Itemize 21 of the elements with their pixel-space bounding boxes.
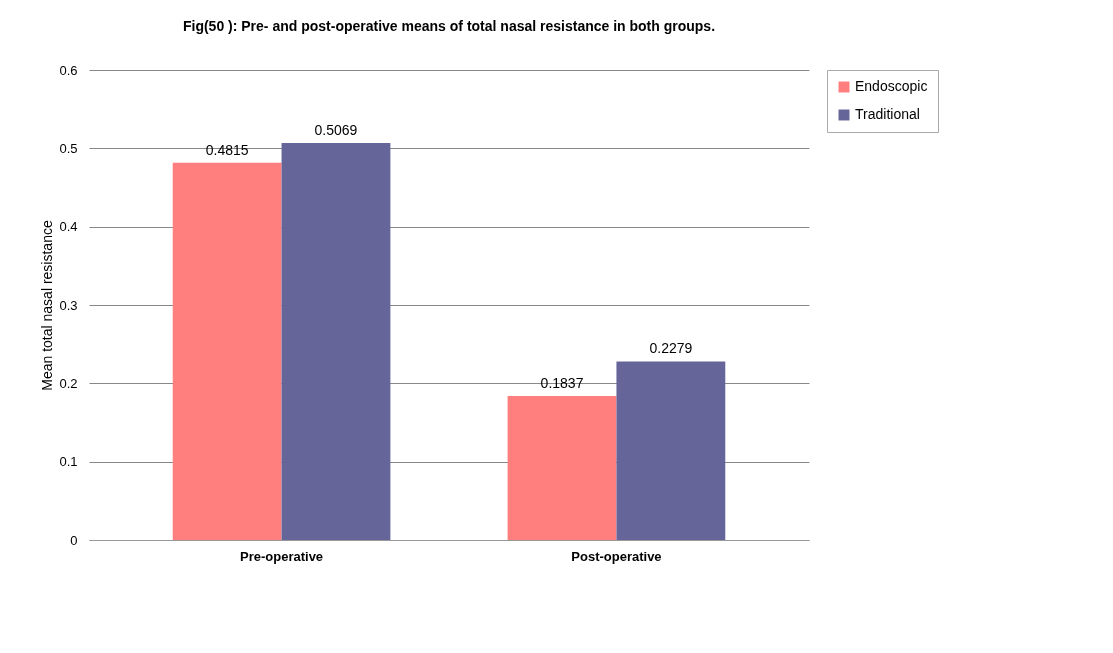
bar	[507, 396, 617, 540]
bar	[616, 361, 726, 540]
y-tick-label: 0.1	[59, 454, 78, 470]
x-tick-label: Post-operative	[571, 548, 662, 564]
legend-label: Traditional	[855, 106, 920, 122]
y-tick-label: 0.4	[59, 219, 78, 235]
data-label: 0.2279	[649, 340, 693, 357]
chart-title: Fig(50 ): Pre- and post-operative means of total nasal resistance in both groups.	[182, 18, 716, 34]
legend-label: Endoscopic	[855, 78, 928, 94]
bar	[172, 162, 282, 540]
data-label: 0.5069	[314, 121, 358, 138]
y-tick-label: 0.6	[59, 62, 78, 78]
y-tick-label: 0	[70, 532, 78, 548]
y-tick-label: 0.2	[59, 375, 78, 391]
y-tick-label: 0.3	[59, 297, 78, 313]
x-tick-label: Pre-operative	[240, 548, 324, 564]
y-axis-title: Mean total nasal resistance	[39, 220, 56, 391]
data-label: 0.4815	[205, 141, 249, 158]
y-tick-label: 0.5	[59, 140, 78, 156]
data-label: 0.1837	[540, 375, 584, 392]
bar	[281, 142, 391, 540]
